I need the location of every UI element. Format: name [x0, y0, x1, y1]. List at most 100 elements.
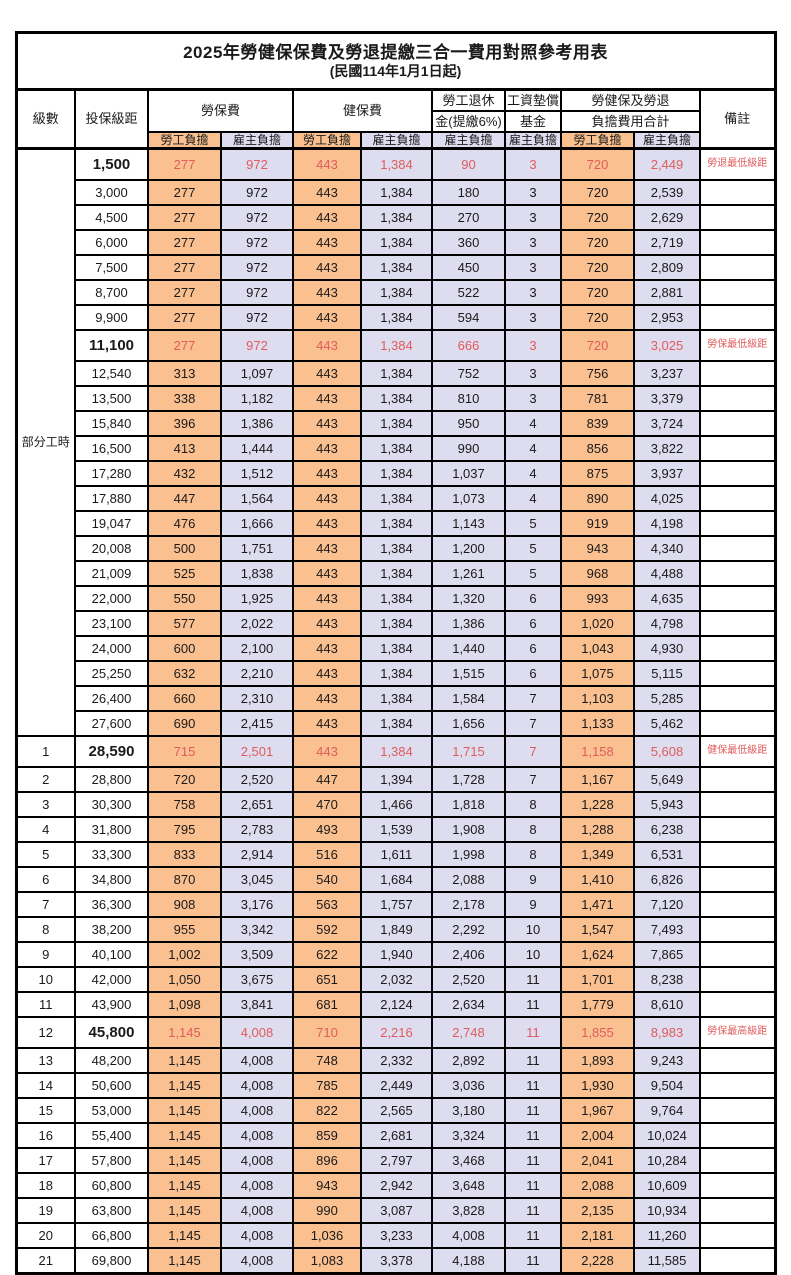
cell-value: 522	[431, 279, 506, 306]
header-total-employee-share: 勞工負擔	[560, 131, 635, 150]
header-pension-line2: 金(提繳6%)	[431, 110, 506, 133]
cell-value: 5,285	[633, 685, 701, 712]
cell-bracket: 48,200	[74, 1047, 149, 1074]
cell-value: 943	[292, 1172, 362, 1199]
cell-value: 993	[560, 585, 635, 612]
cell-value: 756	[560, 360, 635, 387]
cell-value: 11	[504, 966, 562, 993]
cell-value: 859	[292, 1122, 362, 1149]
cell-value: 1,515	[431, 660, 506, 687]
cell-value: 1,564	[220, 485, 294, 512]
cell-value: 443	[292, 560, 362, 587]
cell-remark	[699, 510, 776, 537]
cell-remark	[699, 535, 776, 562]
cell-value: 443	[292, 229, 362, 256]
cell-value: 2,881	[633, 279, 701, 306]
cell-value: 6,238	[633, 816, 701, 843]
cell-remark	[699, 410, 776, 437]
table-row: 7,500 277 972 443 1,384 450 3 720 2,809	[16, 254, 776, 281]
cell-value: 822	[292, 1097, 362, 1124]
cell-level: 12	[15, 1016, 76, 1049]
cell-bracket: 43,900	[74, 991, 149, 1018]
cell-value: 1,145	[147, 1016, 222, 1049]
cell-value: 1,701	[560, 966, 635, 993]
cell-value: 3	[504, 329, 562, 362]
cell-value: 1,849	[360, 916, 433, 943]
cell-value: 443	[292, 254, 362, 281]
cell-value: 919	[560, 510, 635, 537]
cell-value: 1,145	[147, 1047, 222, 1074]
cell-value: 1,145	[147, 1197, 222, 1224]
cell-value: 2,501	[220, 735, 294, 768]
cell-remark	[699, 585, 776, 612]
cell-value: 651	[292, 966, 362, 993]
cell-value: 8,610	[633, 991, 701, 1018]
cell-bracket: 15,840	[74, 410, 149, 437]
cell-value: 443	[292, 435, 362, 462]
cell-value: 2,181	[560, 1222, 635, 1249]
cell-bracket: 53,000	[74, 1097, 149, 1124]
cell-value: 3,509	[220, 941, 294, 968]
cell-value: 443	[292, 279, 362, 306]
cell-value: 443	[292, 585, 362, 612]
cell-value: 2,809	[633, 254, 701, 281]
header-health-employer-share: 雇主負擔	[360, 131, 433, 150]
cell-value: 11	[504, 1172, 562, 1199]
cell-value: 4	[504, 410, 562, 437]
cell-value: 990	[292, 1197, 362, 1224]
cell-value: 1,182	[220, 385, 294, 412]
cell-value: 5,943	[633, 791, 701, 818]
cell-value: 9	[504, 866, 562, 893]
page-subtitle: (民國114年1月1日起)	[329, 62, 462, 79]
cell-value: 1,036	[292, 1222, 362, 1249]
cell-value: 277	[147, 179, 222, 206]
cell-value: 632	[147, 660, 222, 687]
cell-value: 2,629	[633, 204, 701, 231]
cell-value: 3,025	[633, 329, 701, 362]
cell-value: 11	[504, 1122, 562, 1149]
cell-value: 2,332	[360, 1047, 433, 1074]
cell-value: 1,145	[147, 1072, 222, 1099]
cell-value: 1,073	[431, 485, 506, 512]
table-body: 部分工時 1,500 277 972 443 1,384 90 3 720 2,449 勞退最低級距…	[15, 147, 776, 1275]
cell-remark	[699, 1172, 776, 1199]
table-row: 21,009 525 1,838 443 1,384 1,261 5 968 4,488	[16, 560, 776, 587]
cell-level: 13	[15, 1047, 76, 1074]
cell-value: 493	[292, 816, 362, 843]
cell-value: 1,967	[560, 1097, 635, 1124]
cell-value: 4,008	[220, 1016, 294, 1049]
cell-value: 5,462	[633, 710, 701, 737]
table-row: 20,008 500 1,751 443 1,384 1,200 5 943 4,340	[16, 535, 776, 562]
cell-value: 1,386	[220, 410, 294, 437]
cell-value: 758	[147, 791, 222, 818]
cell-value: 990	[431, 435, 506, 462]
cell-bracket: 13,500	[74, 385, 149, 412]
cell-value: 3,648	[431, 1172, 506, 1199]
cell-value: 4,798	[633, 610, 701, 637]
cell-value: 4,008	[220, 1172, 294, 1199]
table-row: 15 53,000 1,145 4,008 822 2,565 3,180 11 1,967 9,…	[15, 1097, 776, 1124]
cell-value: 3	[504, 385, 562, 412]
cell-level: 20	[15, 1222, 76, 1249]
cell-value: 720	[560, 279, 635, 306]
table-row: 11,100 277 972 443 1,384 666 3 720 3,025 勞保最低級距	[16, 329, 776, 362]
cell-value: 3,841	[220, 991, 294, 1018]
cell-value: 277	[147, 204, 222, 231]
cell-value: 4,198	[633, 510, 701, 537]
cell-remark	[699, 941, 776, 968]
cell-value: 1,103	[560, 685, 635, 712]
cell-value: 4,008	[220, 1197, 294, 1224]
cell-value: 781	[560, 385, 635, 412]
cell-value: 4	[504, 485, 562, 512]
cell-level: 19	[15, 1197, 76, 1224]
cell-value: 3,828	[431, 1197, 506, 1224]
page-title: 2025年勞健保保費及勞退提繳三合一費用對照參考用表	[183, 42, 608, 62]
cell-value: 3	[504, 179, 562, 206]
cell-level: 11	[15, 991, 76, 1018]
cell-remark	[699, 816, 776, 843]
cell-value: 1,855	[560, 1016, 635, 1049]
cell-value: 1,394	[360, 766, 433, 793]
cell-value: 1,097	[220, 360, 294, 387]
cell-value: 5	[504, 535, 562, 562]
cell-value: 1,908	[431, 816, 506, 843]
